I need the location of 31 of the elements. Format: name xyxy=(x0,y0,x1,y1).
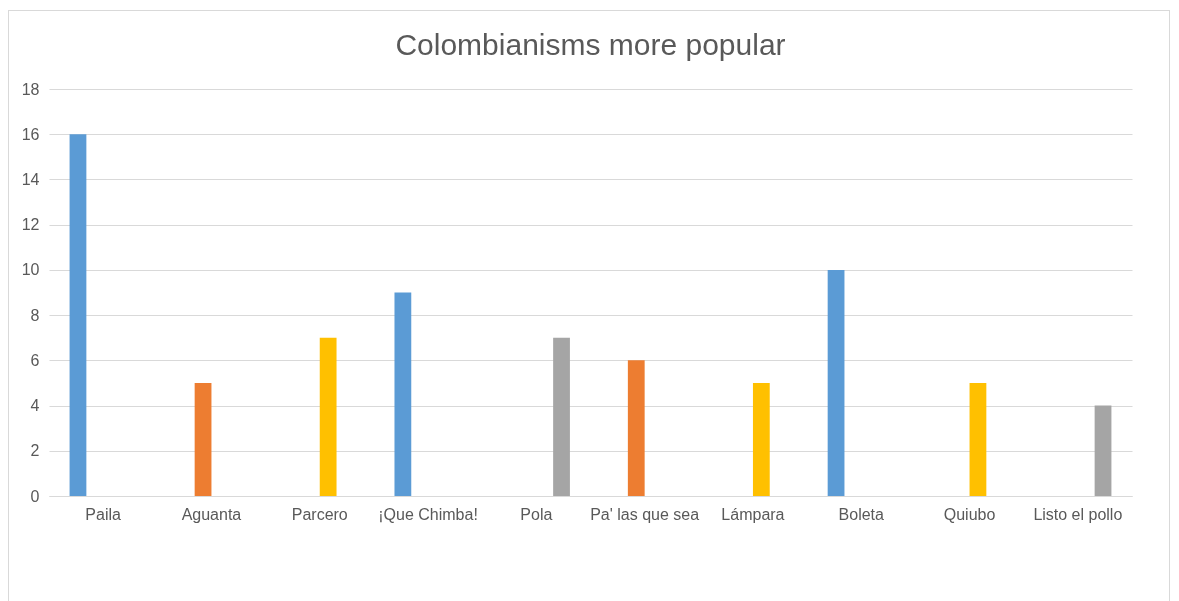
bar xyxy=(69,134,87,496)
x-tick-label: Boleta xyxy=(838,505,885,523)
bar xyxy=(627,360,645,496)
x-tick-label: Pa' las que sea xyxy=(590,505,700,523)
bar xyxy=(194,382,212,496)
y-tick-label: 6 xyxy=(30,351,40,369)
y-tick-label: 10 xyxy=(21,261,40,279)
y-tick-label: 2 xyxy=(30,442,40,460)
bar xyxy=(553,337,570,496)
x-tick-label: Lámpara xyxy=(721,505,785,523)
x-tick-label: Aguanta xyxy=(181,505,242,523)
x-tick-label: Pola xyxy=(520,505,553,523)
y-tick-label: 12 xyxy=(21,216,40,234)
y-tick-label: 8 xyxy=(30,306,40,324)
y-tick-label: 0 xyxy=(30,487,40,505)
x-tick-label: Listo el pollo xyxy=(1033,505,1123,523)
bar xyxy=(752,382,770,496)
y-tick-label: 14 xyxy=(21,170,40,188)
bar xyxy=(969,382,987,496)
x-tick-label: Paila xyxy=(85,505,122,523)
x-tick-label: Quiubo xyxy=(943,505,996,523)
x-tick-label: ¡Que Chimba! xyxy=(378,505,478,523)
x-tick-label: Parcero xyxy=(291,505,348,523)
y-tick-label: 4 xyxy=(30,397,40,415)
bar xyxy=(1094,405,1112,496)
y-tick-label: 18 xyxy=(21,80,40,98)
bar xyxy=(827,269,845,496)
chart-title: Colombianisms more popular xyxy=(395,28,786,61)
bar xyxy=(319,337,337,496)
bar xyxy=(394,292,412,496)
y-tick-label: 16 xyxy=(21,125,40,143)
